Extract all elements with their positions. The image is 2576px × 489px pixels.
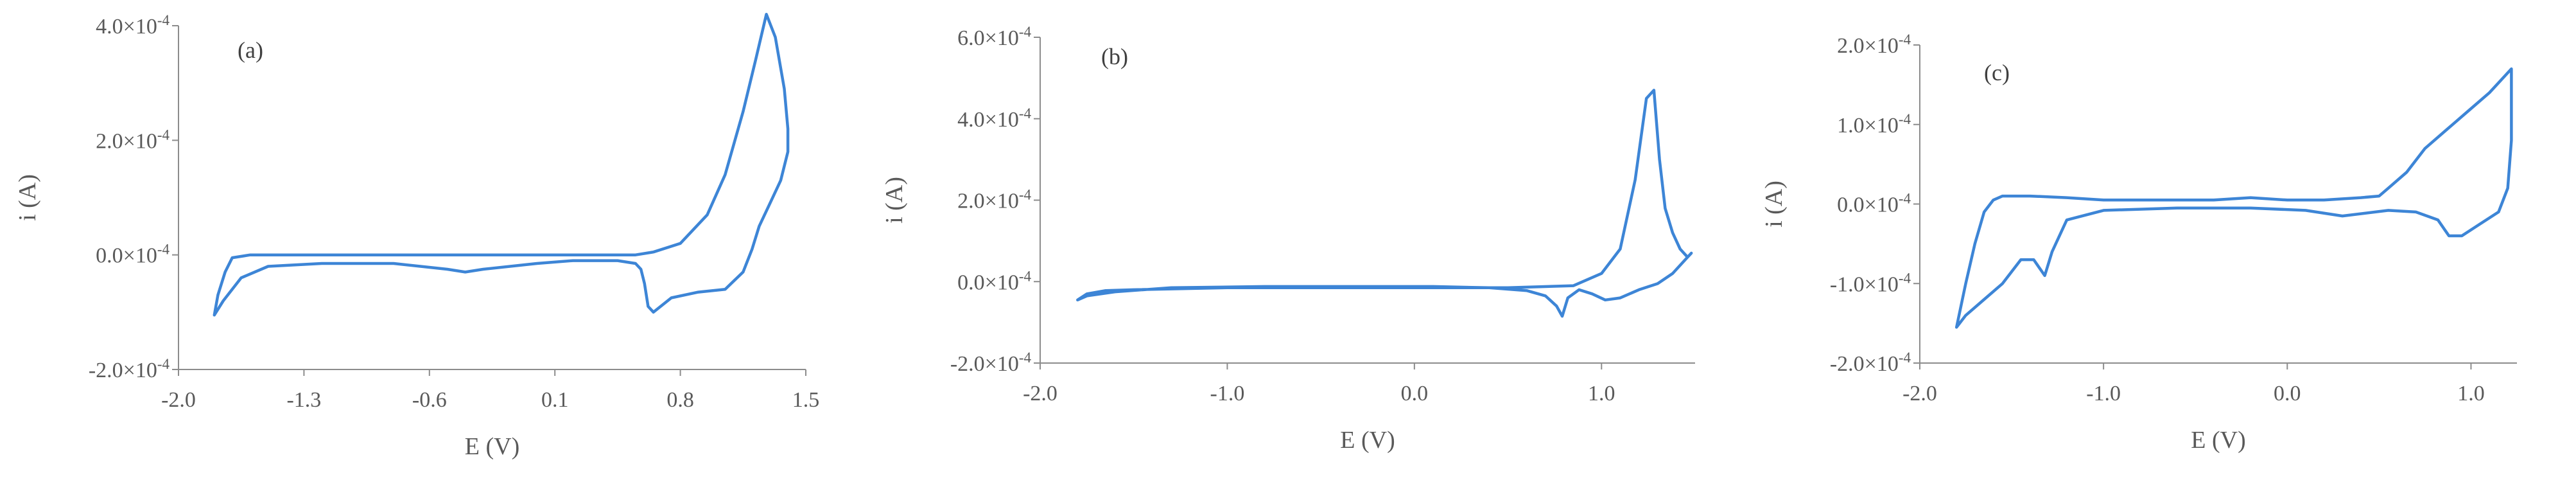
- x-tick-label: -1.3: [286, 388, 321, 412]
- chart-panel: -2.0 -1.0 0.0 1.0 -2.0×10-4 -1.0×10-4 0.0×10-4…: [1761, 31, 2517, 454]
- y-tick-label: 6.0×10-4: [957, 24, 1031, 50]
- chart-panel: -2.0 -1.3 -0.6 0.1 0.8 1.5 -2.0×10-4 0.0×10-4 2.…: [14, 12, 819, 460]
- y-tick-label: -2.0×10-4: [1830, 350, 1911, 376]
- chart-panel: -2.0 -1.0 0.0 1.0 -2.0×10-4 0.0×10-4 2.0×10-4 4…: [881, 24, 1695, 454]
- x-tick-label: -1.0: [2086, 382, 2121, 405]
- x-tick-label: 0.0: [1401, 382, 1429, 405]
- x-tick-label: -2.0: [161, 388, 196, 412]
- cv-curve: [1076, 89, 1693, 318]
- x-tick-label: 0.1: [541, 388, 569, 412]
- y-axis-title: i (A): [14, 174, 41, 221]
- x-tick-label: -2.0: [1023, 382, 1057, 405]
- panel-label: (b): [1101, 44, 1128, 69]
- x-tick-label: 0.8: [666, 388, 694, 412]
- y-tick-label: -2.0×10-4: [950, 350, 1032, 376]
- y-tick-label: -1.0×10-4: [1830, 270, 1911, 296]
- x-tick-label: 0.0: [2274, 382, 2301, 405]
- x-tick-label: -0.6: [412, 388, 447, 412]
- x-tick-label: 1.0: [1588, 382, 1615, 405]
- x-axis-title: E (V): [1340, 427, 1395, 454]
- y-tick-label: 4.0×10-4: [957, 105, 1031, 132]
- y-tick-label: 2.0×10-4: [957, 187, 1031, 213]
- x-tick-label: -2.0: [1902, 382, 1937, 405]
- x-axis-title: E (V): [465, 433, 519, 460]
- x-axis-title: E (V): [2191, 427, 2245, 454]
- y-tick-label: 1.0×10-4: [1837, 111, 1911, 138]
- x-tick-label: -1.0: [1210, 382, 1245, 405]
- y-axis-title: i (A): [1761, 181, 1788, 227]
- y-tick-label: 0.0×10-4: [96, 242, 170, 268]
- y-tick-label: 2.0×10-4: [96, 127, 170, 153]
- x-tick-label: 1.5: [792, 388, 820, 412]
- panel-label: (a): [238, 37, 263, 63]
- panel-label: (c): [1984, 60, 2010, 85]
- y-tick-label: 4.0×10-4: [96, 12, 170, 39]
- x-tick-label: 1.0: [2457, 382, 2485, 405]
- y-tick-label: 0.0×10-4: [1837, 191, 1911, 217]
- y-tick-label: -2.0×10-4: [89, 356, 170, 382]
- cv-curve: [1954, 67, 2513, 329]
- y-axis-title: i (A): [881, 177, 908, 224]
- y-tick-label: 2.0×10-4: [1837, 31, 1911, 58]
- cv-curve: [213, 12, 790, 317]
- y-tick-label: 0.0×10-4: [957, 268, 1031, 294]
